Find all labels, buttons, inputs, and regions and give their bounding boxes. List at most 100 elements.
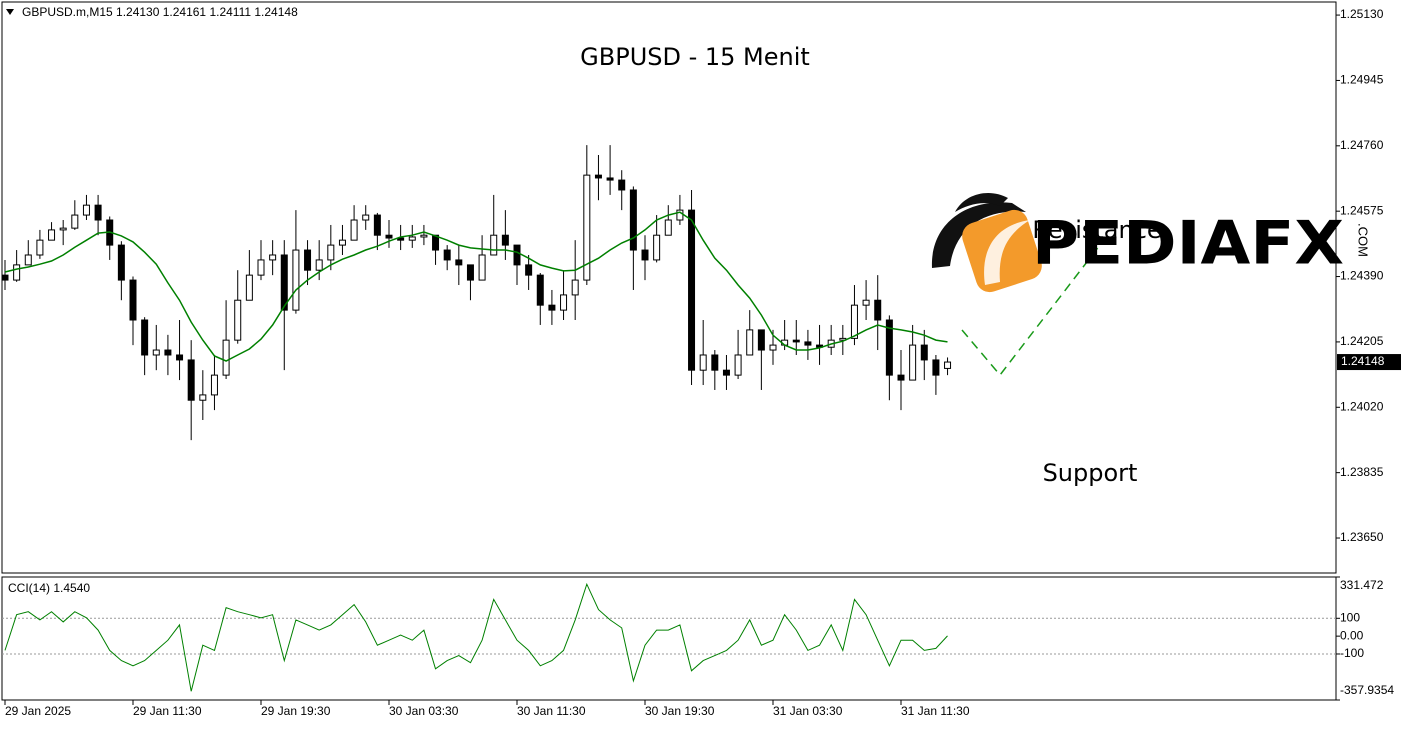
cci-label: CCI(14) 1.4540 — [8, 581, 90, 595]
candle-body — [315, 259, 323, 271]
candle-body — [164, 349, 172, 356]
candle-body — [304, 249, 312, 271]
candle-body — [117, 244, 125, 281]
candle-body — [420, 234, 428, 238]
candle-body — [909, 344, 917, 381]
candle-body — [59, 227, 67, 231]
candle-body — [501, 234, 509, 246]
candle-body — [944, 361, 952, 369]
x-tick-label: 29 Jan 11:30 — [133, 704, 202, 718]
projection-arrow — [961, 244, 1101, 377]
cci-panel — [1, 576, 1337, 701]
candle-body — [373, 214, 381, 236]
y-tick-label: 1.24760 — [1340, 138, 1384, 152]
y-tick-label: -100 — [1340, 646, 1364, 660]
current-price-box — [1337, 354, 1401, 371]
candle-body — [653, 234, 661, 261]
y-tick-label: 331.472 — [1340, 578, 1384, 592]
candle-body — [152, 349, 160, 356]
symbol-header: GBPUSD.m,M15 1.24130 1.24161 1.24111 1.2… — [22, 5, 298, 19]
logo: PEDIAFX .COM — [931, 192, 1371, 293]
candle-body — [641, 249, 649, 261]
candle-body — [850, 304, 858, 339]
candle-body — [618, 179, 626, 191]
candle-body — [874, 299, 882, 321]
candle-body — [338, 239, 346, 246]
candle-body — [13, 264, 21, 281]
candle-body — [36, 239, 44, 256]
candle-body — [443, 249, 451, 261]
candle-body — [932, 359, 940, 376]
logo-cap — [955, 192, 1008, 212]
candle-body — [71, 214, 79, 229]
cci-line — [4, 582, 948, 692]
candle-body — [292, 249, 300, 311]
candle-body — [862, 299, 870, 306]
candle-body — [699, 354, 707, 371]
candle-body — [24, 254, 32, 266]
candle-body — [920, 344, 928, 361]
candle-body — [1, 274, 9, 281]
candle-body — [490, 234, 498, 256]
y-tick-label: -357.9354 — [1340, 683, 1394, 697]
candle-body — [688, 209, 696, 371]
candle-body — [548, 304, 556, 311]
candle-body — [594, 174, 602, 179]
candle-body — [513, 244, 521, 266]
candle-body — [757, 329, 765, 351]
y-tick-label: 1.23650 — [1340, 530, 1384, 544]
x-tick-label: 30 Jan 03:30 — [389, 704, 459, 718]
x-tick-label: 29 Jan 2025 — [5, 704, 71, 718]
candle-body — [269, 254, 277, 261]
candle-body — [199, 394, 207, 401]
logo-swirl — [984, 220, 1030, 285]
candle-body — [141, 319, 149, 356]
logo-arc — [931, 202, 1026, 268]
candle-body — [525, 264, 533, 276]
y-tick-label: 1.24205 — [1340, 334, 1384, 348]
candle-body — [129, 279, 137, 321]
candle-body — [536, 274, 544, 306]
x-tick-label: 30 Jan 11:30 — [517, 704, 586, 718]
x-tick-label: 30 Jan 19:30 — [645, 704, 715, 718]
y-tick-label: 1.25130 — [1340, 7, 1384, 21]
main-panel — [1, 1, 1337, 574]
x-tick-label: 29 Jan 19:30 — [261, 704, 331, 718]
candle-body — [350, 219, 358, 241]
candle-body — [664, 219, 672, 236]
candle-body — [48, 229, 56, 241]
candle-body — [408, 236, 416, 241]
candle-body — [385, 234, 393, 239]
candle-body — [362, 214, 370, 221]
candle-body — [245, 274, 253, 301]
candle-body — [804, 341, 812, 346]
candle-body — [571, 279, 579, 296]
candle-body — [897, 374, 905, 381]
candle-body — [769, 344, 777, 351]
candle-body — [280, 254, 288, 311]
candle-body — [606, 177, 614, 181]
candle-body — [734, 354, 742, 376]
candle-body — [746, 329, 754, 356]
y-tick-label: 0.00 — [1340, 628, 1364, 642]
logo-text: PEDIAFX — [1032, 209, 1344, 279]
candle-body — [234, 299, 242, 341]
y-tick-label: 1.24390 — [1340, 269, 1384, 283]
candle-body — [397, 237, 405, 241]
candle-body — [560, 294, 568, 311]
current-price-label: 1.24148 — [1341, 354, 1385, 368]
candle-body — [327, 244, 335, 261]
x-tick-label: 31 Jan 11:30 — [901, 704, 970, 718]
y-tick-label: 1.23835 — [1340, 465, 1384, 479]
candle-body — [82, 204, 90, 216]
candle-body — [711, 354, 719, 371]
candle-body — [455, 259, 463, 266]
y-tick-label: 100 — [1340, 610, 1360, 624]
candle-body — [176, 354, 184, 361]
y-tick-label: 1.24945 — [1340, 73, 1384, 87]
y-tick-label: 1.24575 — [1340, 203, 1384, 217]
support-label: Support — [1043, 459, 1138, 487]
candle-body — [583, 174, 591, 281]
